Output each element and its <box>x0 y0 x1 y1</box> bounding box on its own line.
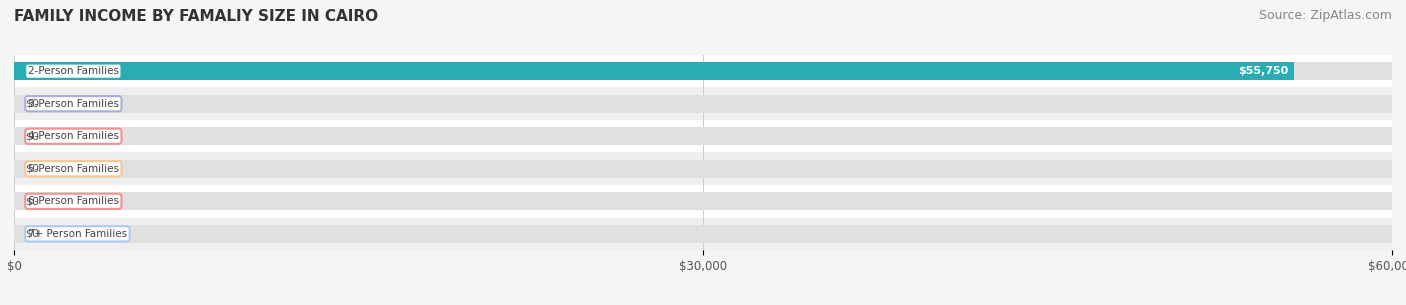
Text: Source: ZipAtlas.com: Source: ZipAtlas.com <box>1258 9 1392 22</box>
Text: 6-Person Families: 6-Person Families <box>28 196 120 206</box>
Text: $0: $0 <box>25 196 39 206</box>
Bar <box>14 185 1392 217</box>
Bar <box>14 88 1392 120</box>
Bar <box>14 127 1392 145</box>
Text: 5-Person Families: 5-Person Families <box>28 164 120 174</box>
Bar <box>14 55 1392 88</box>
Text: $0: $0 <box>25 164 39 174</box>
Text: 3-Person Families: 3-Person Families <box>28 99 120 109</box>
Text: 4-Person Families: 4-Person Families <box>28 131 120 141</box>
Bar <box>14 120 1392 152</box>
Bar <box>14 192 1392 210</box>
Text: $0: $0 <box>25 229 39 239</box>
Text: 2-Person Families: 2-Person Families <box>28 66 120 76</box>
Bar <box>14 225 1392 243</box>
Bar <box>14 95 1392 113</box>
Bar <box>14 152 1392 185</box>
Text: $0: $0 <box>25 131 39 141</box>
Text: FAMILY INCOME BY FAMALIY SIZE IN CAIRO: FAMILY INCOME BY FAMALIY SIZE IN CAIRO <box>14 9 378 24</box>
Bar <box>14 160 1392 178</box>
Bar <box>14 217 1392 250</box>
Text: $55,750: $55,750 <box>1239 66 1289 76</box>
Bar <box>14 62 1392 80</box>
Bar <box>14 62 1295 80</box>
Text: $0: $0 <box>25 99 39 109</box>
Text: 7+ Person Families: 7+ Person Families <box>28 229 127 239</box>
